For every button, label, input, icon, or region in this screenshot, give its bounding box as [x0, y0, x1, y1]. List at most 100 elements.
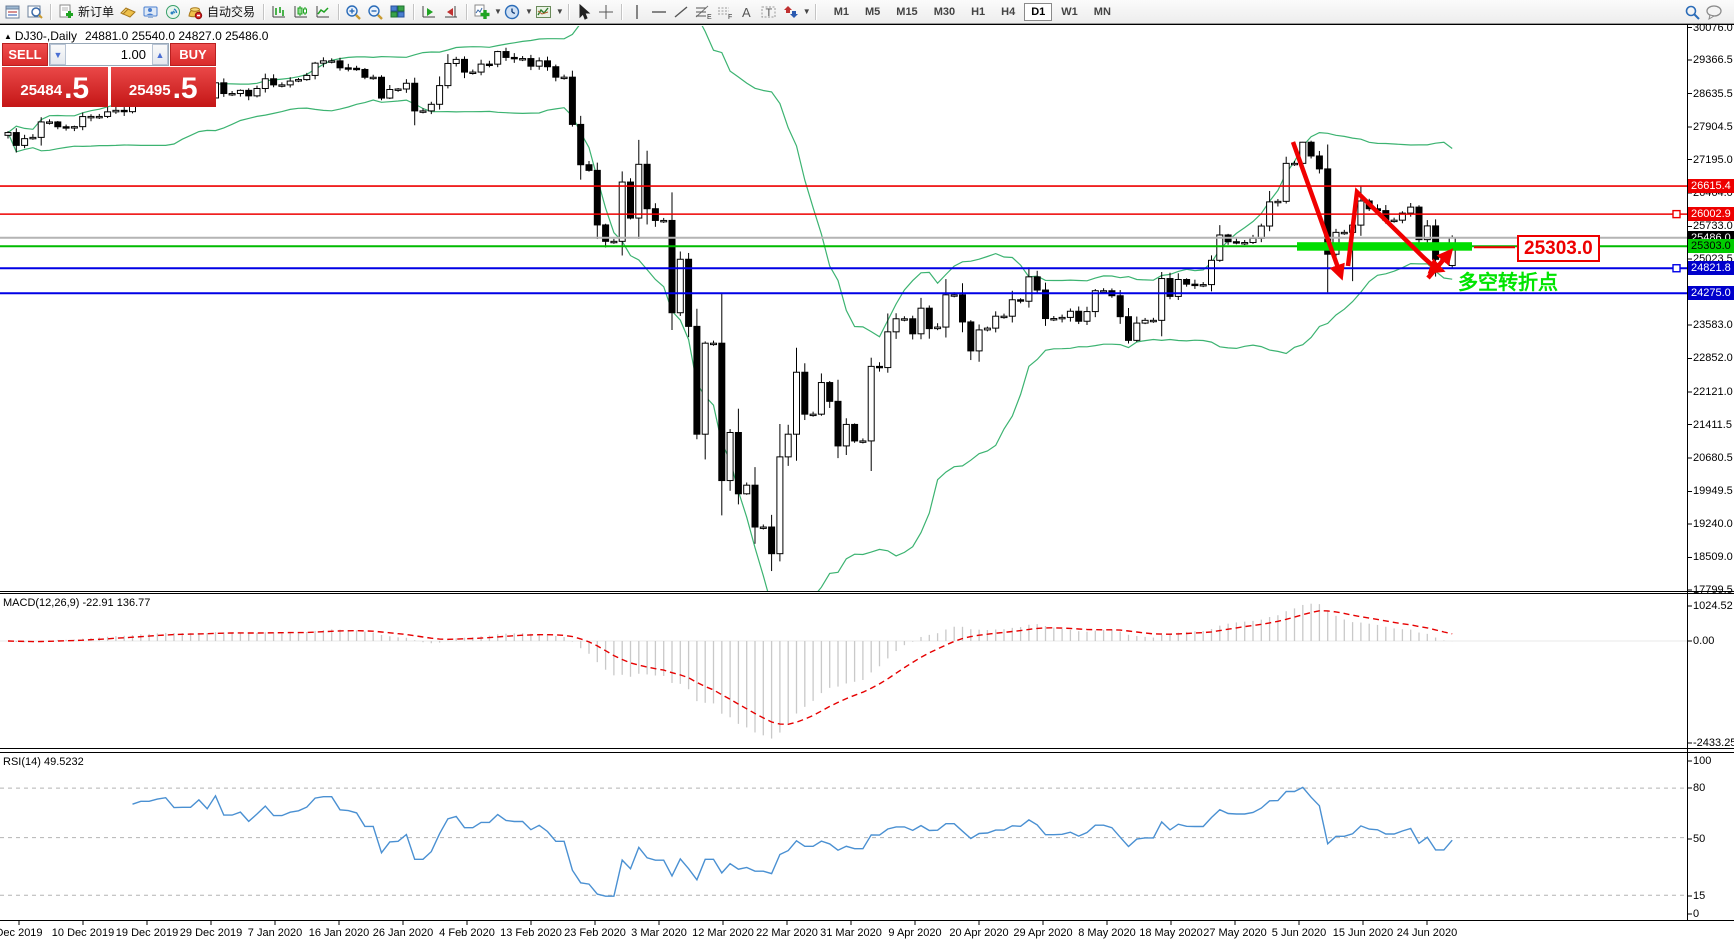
autotrading-label[interactable]: 自动交易 — [207, 5, 256, 19]
rsi-tick-label: 50 — [1693, 833, 1706, 845]
zoom-out-icon[interactable] — [366, 2, 386, 22]
auto-scroll-icon[interactable] — [419, 2, 439, 22]
crosshair-icon[interactable] — [596, 2, 616, 22]
svg-text:E: E — [707, 14, 712, 20]
gold-icon[interactable] — [119, 2, 139, 22]
date-tick-label: 26 Jan 2020 — [372, 927, 434, 939]
navigator-icon[interactable] — [25, 2, 45, 22]
channel-tool-icon[interactable]: F — [715, 2, 735, 22]
chart-line-icon[interactable] — [313, 2, 333, 22]
periods-dropdown-caret[interactable]: ▼ — [524, 7, 533, 16]
date-tick-label: 24 Jun 2020 — [1396, 927, 1458, 939]
tile-windows-icon[interactable] — [388, 2, 408, 22]
level-price-label: 25303.0 — [1688, 239, 1734, 254]
symbol-collapse-icon[interactable]: ▲ — [4, 32, 12, 41]
date-tick-label: Dec 2019 — [0, 927, 43, 939]
turning-point-annotation: 多空转折点 — [1458, 272, 1558, 294]
toolbar-separator — [814, 3, 816, 20]
date-tick-label: 13 Feb 2020 — [500, 927, 562, 939]
indicators-icon[interactable] — [472, 2, 492, 22]
red-arrow-up — [1426, 248, 1454, 280]
timeframe-button-H4[interactable]: H4 — [1001, 5, 1016, 18]
date-tick-label: 15 Jun 2020 — [1332, 927, 1394, 939]
autotrading-icon[interactable] — [185, 2, 205, 22]
chart-candles-icon[interactable] — [291, 2, 311, 22]
zoom-in-icon[interactable] — [344, 2, 364, 22]
market-watch-icon[interactable] — [3, 2, 23, 22]
date-tick-label: 29 Apr 2020 — [1013, 927, 1073, 939]
rsi-tick-label: 80 — [1693, 782, 1706, 794]
macd-indicator-label: MACD(12,26,9) -22.91 136.77 — [3, 597, 151, 609]
volume-decrease-button[interactable]: ▼ — [50, 44, 66, 65]
price-tick-label: 23583.0 — [1693, 319, 1733, 331]
sell-price[interactable]: 25484.5 — [2, 67, 108, 107]
new-order-label[interactable]: 新订单 — [78, 5, 115, 19]
toolbar-separator — [413, 3, 415, 20]
svg-text:T: T — [765, 7, 772, 19]
community-icon[interactable] — [141, 2, 161, 22]
price-tick-label: 22852.0 — [1693, 352, 1733, 365]
macd-tick-label: 0.00 — [1693, 635, 1715, 647]
arrows-tool-icon[interactable] — [781, 2, 801, 22]
sell-button[interactable]: SELL — [2, 43, 48, 66]
timeframe-button-D1[interactable]: D1 — [1024, 2, 1053, 21]
cursor-icon[interactable] — [574, 2, 594, 22]
periods-icon[interactable] — [503, 2, 523, 22]
chat-icon[interactable] — [1705, 2, 1725, 22]
date-tick-label: 3 Mar 2020 — [631, 927, 687, 939]
arrows-dropdown-caret[interactable]: ▼ — [802, 7, 811, 16]
search-icon[interactable] — [1683, 2, 1703, 22]
indicators-dropdown-caret[interactable]: ▼ — [494, 7, 502, 16]
date-tick-label: 8 May 2020 — [1078, 927, 1136, 939]
price-tick-label: 19240.0 — [1693, 517, 1733, 530]
date-tick-label: 4 Feb 2020 — [439, 927, 495, 939]
templates-icon[interactable] — [534, 2, 554, 22]
fibonacci-tool-icon[interactable]: E — [693, 2, 713, 22]
volume-input[interactable] — [66, 44, 152, 65]
toolbar-separator — [620, 3, 622, 20]
price-callout-box[interactable]: 25303.0 — [1517, 235, 1600, 262]
timeframe-button-H1[interactable]: H1 — [971, 5, 986, 18]
rsi-indicator-label: RSI(14) 49.5232 — [3, 756, 84, 768]
new-order-icon[interactable] — [56, 2, 76, 22]
text-tool-icon[interactable]: A — [737, 2, 757, 22]
date-tick-label: 7 Jan 2020 — [247, 927, 303, 939]
buy-button[interactable]: BUY — [170, 43, 216, 66]
support-zone-bar — [1297, 242, 1472, 251]
chart-shift-icon[interactable] — [441, 2, 461, 22]
timeframe-button-MN[interactable]: MN — [1093, 5, 1111, 18]
timeframe-button-M15[interactable]: M15 — [896, 5, 918, 18]
symbol-period-label: DJ30-,Daily — [14, 29, 77, 43]
rsi-tick-label: 100 — [1693, 755, 1712, 767]
volume-increase-button[interactable]: ▲ — [152, 44, 168, 65]
signals-icon[interactable] — [163, 2, 183, 22]
timeframe-button-W1[interactable]: W1 — [1061, 5, 1078, 18]
timeframe-button-M1[interactable]: M1 — [833, 5, 849, 18]
chart-title: ▲ DJ30-,Daily 24881.0 25540.0 24827.0 2548… — [4, 29, 268, 43]
price-tick-label: 29366.5 — [1693, 54, 1733, 66]
buy-price[interactable]: 25495.5 — [110, 67, 216, 107]
timeframe-group: M1 M5 M15 M30 H1 H4 D1 W1 MN — [826, 2, 1119, 21]
vertical-line-tool-icon[interactable] — [627, 2, 647, 22]
date-tick-label: 20 Apr 2020 — [949, 927, 1009, 939]
timeframe-button-M5[interactable]: M5 — [865, 5, 881, 18]
price-tick-label: 27195.0 — [1693, 153, 1733, 166]
timeframe-button-M30[interactable]: M30 — [933, 5, 956, 18]
date-tick-label: 29 Dec 2019 — [179, 927, 243, 939]
price-tick-label: 25733.0 — [1693, 220, 1733, 233]
text-label-tool-icon[interactable]: T — [759, 2, 779, 22]
trendline-tool-icon[interactable] — [671, 2, 691, 22]
horizontal-line-tool-icon[interactable] — [649, 2, 669, 22]
date-tick-label: 23 Feb 2020 — [564, 927, 626, 939]
date-tick-label: 22 Mar 2020 — [756, 927, 818, 939]
macd-tick-label: -2433.25 — [1693, 737, 1734, 749]
chart-bars-icon[interactable] — [269, 2, 289, 22]
toolbar-separator — [263, 3, 265, 20]
date-tick-label: 16 Jan 2020 — [308, 927, 370, 939]
templates-dropdown-caret[interactable]: ▼ — [555, 7, 564, 16]
level-price-label: 24821.8 — [1688, 261, 1734, 276]
toolbar-separator — [567, 3, 569, 20]
ohlc-values: 24881.0 25540.0 24827.0 25486.0 — [84, 29, 269, 43]
